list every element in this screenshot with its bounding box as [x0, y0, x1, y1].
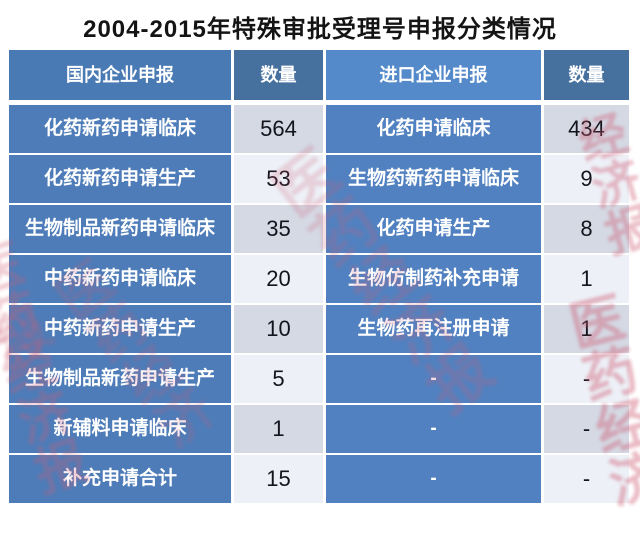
domestic-count-cell: 5: [234, 355, 323, 403]
domestic-category-cell: 新辅料申请临床: [9, 405, 231, 453]
domestic-category-cell: 生物制品新药申请生产: [9, 355, 231, 403]
domestic-count-cell: 15: [234, 455, 323, 503]
domestic-count-cell: 20: [234, 255, 323, 303]
domestic-category-cell: 化药新药申请生产: [9, 155, 231, 203]
domestic-count-cell: 564: [234, 105, 323, 153]
table-body: 化药新药申请临床 564 化药申请临床 434 化药新药申请生产 53 生物药新…: [9, 105, 629, 503]
header-domestic-quantity: 数量: [234, 50, 323, 100]
domestic-category-cell: 中药新药申请临床: [9, 255, 231, 303]
table-header-row: 国内企业申报 数量 进口企业申报 数量: [9, 50, 629, 100]
import-category-cell: -: [326, 355, 541, 403]
domestic-category-cell: 中药新药申请生产: [9, 305, 231, 353]
domestic-count-cell: 1: [234, 405, 323, 453]
domestic-count-cell: 10: [234, 305, 323, 353]
import-category-cell: 化药申请临床: [326, 105, 541, 153]
import-count-cell: -: [544, 405, 629, 453]
import-count-cell: -: [544, 455, 629, 503]
import-count-cell: 1: [544, 255, 629, 303]
import-category-cell: 生物药再注册申请: [326, 305, 541, 353]
domestic-category-cell: 生物制品新药申请临床: [9, 205, 231, 253]
domestic-category-cell: 化药新药申请临床: [9, 105, 231, 153]
import-category-cell: 化药申请生产: [326, 205, 541, 253]
import-category-cell: 生物仿制药补充申请: [326, 255, 541, 303]
domestic-category-cell: 补充申请合计: [9, 455, 231, 503]
import-category-cell: 生物药新药申请临床: [326, 155, 541, 203]
domestic-count-cell: 35: [234, 205, 323, 253]
import-count-cell: -: [544, 355, 629, 403]
import-category-cell: -: [326, 455, 541, 503]
header-domestic-applications: 国内企业申报: [9, 50, 231, 100]
import-count-cell: 1: [544, 305, 629, 353]
import-category-cell: -: [326, 405, 541, 453]
domestic-count-cell: 53: [234, 155, 323, 203]
import-count-cell: 434: [544, 105, 629, 153]
special-approval-table: 国内企业申报 数量 进口企业申报 数量 化药新药申请临床 564 化药申请临床 …: [9, 50, 629, 503]
import-count-cell: 8: [544, 205, 629, 253]
page-title: 2004-2015年特殊审批受理号申报分类情况: [83, 16, 557, 43]
import-count-cell: 9: [544, 155, 629, 203]
header-import-quantity: 数量: [544, 50, 629, 100]
header-import-applications: 进口企业申报: [326, 50, 541, 100]
